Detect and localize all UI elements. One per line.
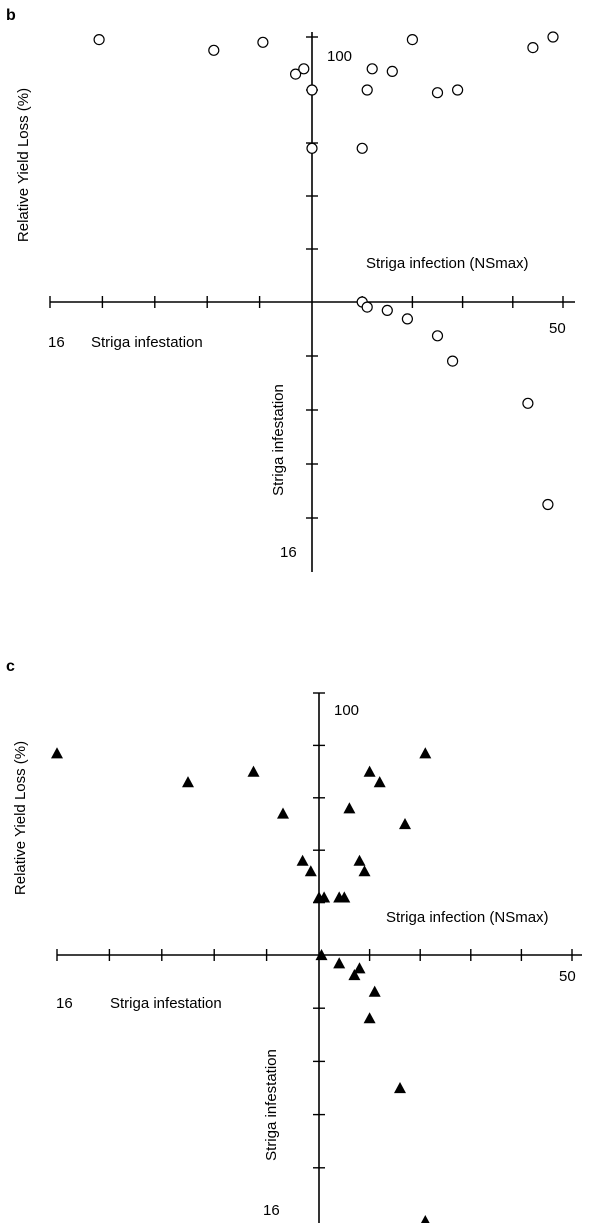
data-point <box>431 330 444 342</box>
data-point <box>401 313 413 325</box>
data-point <box>208 44 220 56</box>
x-left-label: 16 <box>48 334 65 351</box>
data-point <box>431 87 444 99</box>
data-point <box>447 355 459 367</box>
data-point <box>182 776 194 788</box>
data-point <box>353 962 366 974</box>
data-point <box>257 36 269 48</box>
data-point <box>394 1082 406 1094</box>
panel-c: c 100 50 16 16 Striga infestation Striga… <box>6 658 582 1223</box>
y-bottom-label: 16 <box>280 544 297 561</box>
data-point <box>522 397 534 409</box>
y-bottom-title: Striga infestation <box>263 1049 280 1161</box>
data-point <box>361 84 373 96</box>
axes <box>49 32 575 572</box>
data-point <box>353 854 366 866</box>
y-top-label: 100 <box>334 702 359 719</box>
panel-b: b 100 50 16 16 Striga infestation Striga… <box>6 7 575 572</box>
data-point <box>306 142 318 154</box>
data-point <box>315 949 328 961</box>
data-point <box>277 807 289 819</box>
data-point <box>368 985 381 997</box>
x-right-label: 50 <box>559 968 576 985</box>
x-left-title: Striga infestation <box>91 334 203 351</box>
data-point <box>542 498 554 511</box>
data-point <box>306 84 318 96</box>
data-point <box>348 969 361 981</box>
data-point <box>366 63 378 75</box>
panel-letter: c <box>6 658 15 675</box>
data-point <box>296 854 309 866</box>
data-point <box>373 776 386 788</box>
y-axis-title: Relative Yield Loss (%) <box>15 88 32 242</box>
data-points <box>51 747 432 1223</box>
data-point <box>386 65 398 78</box>
data-point <box>381 304 393 316</box>
data-point <box>361 301 373 313</box>
data-point <box>406 33 418 46</box>
ticks <box>56 692 573 1169</box>
data-point <box>356 142 368 154</box>
data-point <box>318 891 331 903</box>
data-point <box>399 818 411 830</box>
data-point <box>93 33 105 46</box>
data-point <box>527 41 539 54</box>
data-point <box>358 865 371 877</box>
data-point <box>304 865 317 877</box>
y-bottom-label: 16 <box>263 1202 280 1219</box>
x-right-title: Striga infection (NSmax) <box>386 909 549 926</box>
y-bottom-title: Striga infestation <box>270 384 287 496</box>
data-point <box>51 747 63 759</box>
x-left-label: 16 <box>56 995 73 1012</box>
y-axis-title: Relative Yield Loss (%) <box>12 741 29 895</box>
data-point <box>298 63 310 75</box>
data-point <box>333 957 346 969</box>
x-right-title: Striga infection (NSmax) <box>366 255 529 272</box>
y-top-label: 100 <box>327 48 352 65</box>
data-point <box>452 84 464 96</box>
data-point <box>419 747 432 759</box>
data-point <box>363 765 376 777</box>
panel-letter: b <box>6 7 16 24</box>
data-point <box>247 765 260 777</box>
x-right-label: 50 <box>549 320 566 337</box>
data-points <box>93 31 559 511</box>
x-left-title: Striga infestation <box>110 995 222 1012</box>
ticks <box>49 36 564 519</box>
data-point <box>343 802 356 814</box>
data-point <box>290 68 302 80</box>
data-point <box>363 1012 376 1024</box>
data-point <box>547 31 559 43</box>
data-point <box>338 891 351 903</box>
data-point <box>420 1215 430 1223</box>
